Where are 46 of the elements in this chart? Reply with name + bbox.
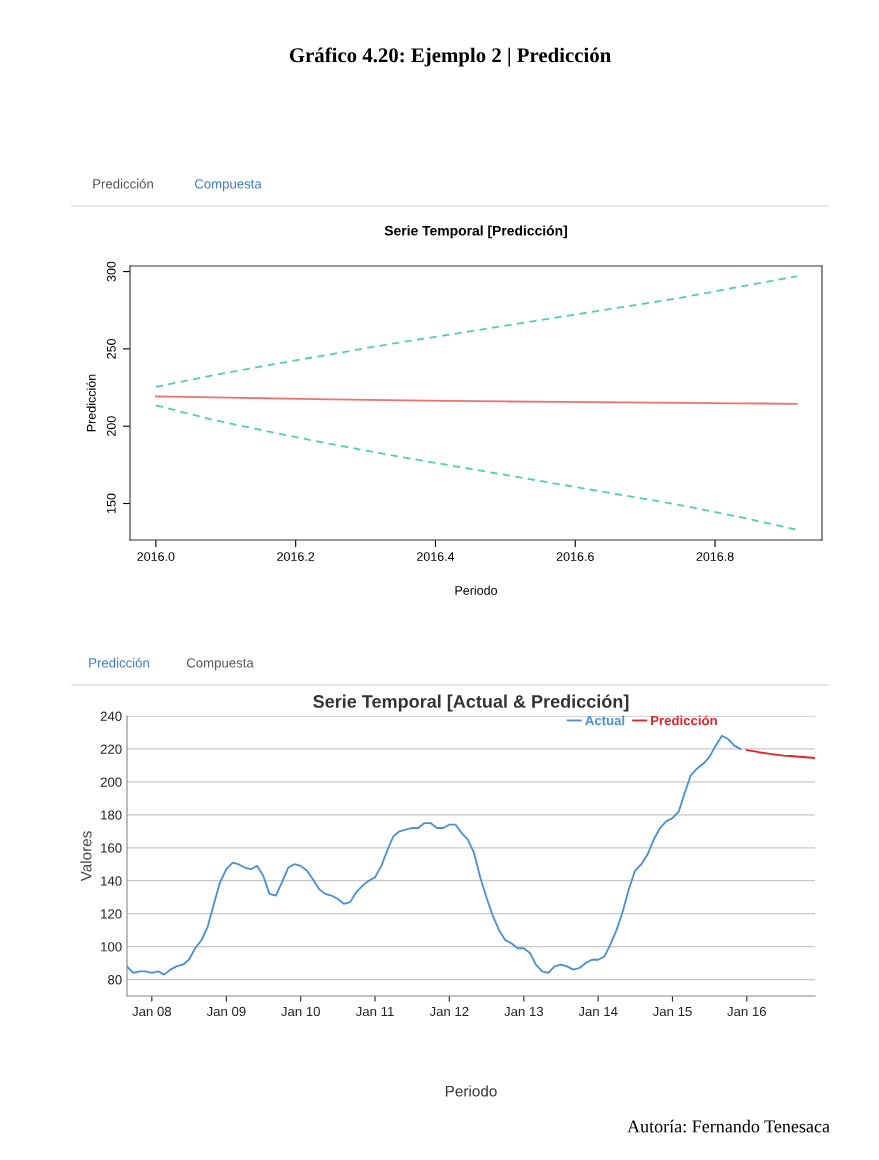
y-tick-label: 180 (101, 810, 122, 820)
line-series (127, 734, 742, 976)
y-tick-label: 250 (106, 338, 116, 359)
text: Predicción (89, 657, 149, 668)
y-tick-label: 220 (100, 744, 122, 754)
y-tick-label: 200 (106, 416, 116, 436)
chart-title: Serie Temporal [Actual & Predicción] (313, 694, 629, 712)
legend-label: Actual (585, 715, 625, 726)
text: Predicción (93, 178, 153, 189)
x-tick-label: Jan 09 (206, 1006, 246, 1017)
y-tick-label: 160 (101, 843, 122, 853)
y-axis-title: Predicción (86, 374, 96, 432)
text: Compuesta (194, 179, 262, 192)
x-tick-label: 2016.0 (137, 552, 175, 561)
x-tick-label: Jan 15 (652, 1006, 692, 1017)
y-tick-label: 100 (101, 942, 122, 952)
x-tick-label: 2016.4 (416, 552, 455, 561)
x-axis-title: Periodo (445, 1085, 497, 1097)
x-tick-label: Jan 14 (578, 1006, 618, 1017)
chart-title: Serie Temporal [Predicción] (384, 225, 567, 239)
x-tick-label: 2016.8 (696, 552, 734, 561)
text: Autoría: Fernando Tenesaca (627, 1119, 830, 1133)
line-series (154, 404, 798, 531)
x-axis-title: Periodo (455, 585, 498, 595)
line-series (745, 749, 815, 759)
y-tick-label: 240 (100, 711, 122, 721)
x-tick-label: Jan 08 (132, 1006, 172, 1017)
text: Gráfico 4.20: Ejemplo 2 | Predicción (289, 47, 611, 67)
legend-label: Predicción (651, 715, 717, 726)
x-tick-label: 2016.6 (556, 552, 594, 561)
x-tick-label: Jan 16 (727, 1006, 767, 1017)
y-axis-title: Valores (80, 831, 92, 882)
x-tick-label: Jan 10 (281, 1006, 320, 1017)
line-series (154, 395, 798, 405)
y-tick-label: 120 (101, 909, 122, 919)
x-tick-label: Jan 11 (355, 1006, 394, 1017)
y-tick-label: 200 (100, 777, 122, 787)
x-tick-label: 2016.2 (277, 552, 315, 561)
y-tick-label: 140 (101, 876, 122, 886)
y-tick-label: 300 (106, 261, 116, 282)
y-tick-label: 80 (108, 975, 122, 985)
x-tick-label: Jan 13 (504, 1006, 544, 1017)
line-series (154, 275, 798, 388)
y-tick-label: 150 (106, 493, 116, 513)
x-tick-label: Jan 12 (429, 1006, 469, 1017)
text: Compuesta (186, 658, 254, 671)
